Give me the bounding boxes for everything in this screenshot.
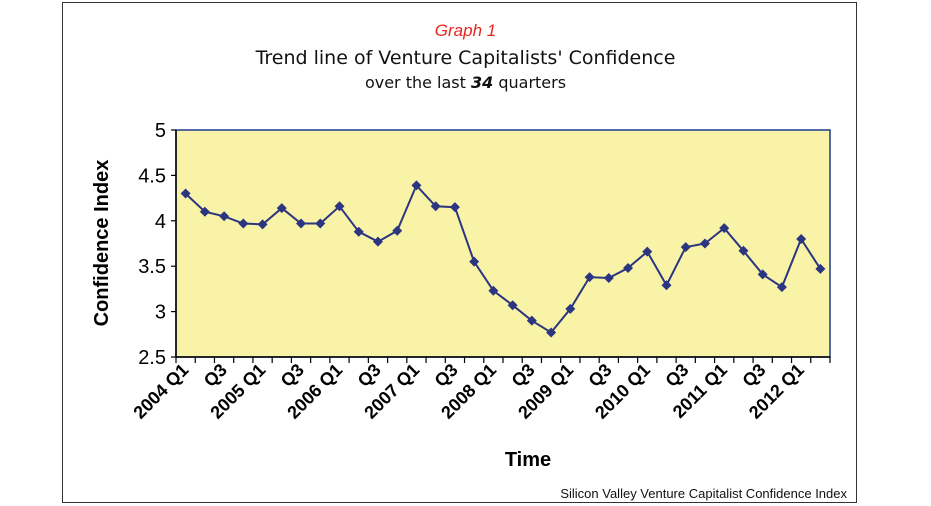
x-tick-label: Q3 (200, 360, 231, 391)
subtitle-suffix: quarters (493, 73, 567, 92)
data-point (488, 285, 499, 296)
x-tick-label: Q3 (431, 360, 462, 391)
x-axis-label: Time (505, 449, 551, 471)
data-point (526, 315, 537, 326)
y-tick-label: 2.5 (138, 347, 166, 369)
y-tick-label: 3.5 (138, 256, 166, 278)
data-point (680, 242, 691, 253)
source-credit: Silicon Valley Venture Capitalist Confid… (560, 486, 847, 501)
data-point (584, 272, 595, 283)
y-axis: 2.5 3 3.5 4 4.5 5 (138, 120, 177, 369)
data-point (334, 201, 345, 212)
subtitle-number: 34 (471, 73, 494, 92)
data-point (296, 218, 307, 229)
graph-label: Graph 1 (434, 21, 497, 40)
data-point (449, 202, 460, 213)
data-point (776, 282, 787, 293)
data-point (430, 201, 441, 212)
y-axis-label: Confidence Index (91, 160, 113, 327)
plot-area (175, 129, 831, 358)
data-point (661, 280, 672, 291)
x-tick-label: 2004 Q1 (129, 360, 192, 423)
data-point (507, 300, 518, 311)
chart-subtitle: over the last 34 quarters (0, 73, 931, 92)
data-point (738, 245, 749, 256)
data-point (757, 269, 768, 280)
data-point (392, 225, 403, 236)
y-tick-label: 3 (155, 302, 166, 324)
series-line (184, 183, 822, 334)
data-point (411, 180, 422, 191)
series-layer (180, 180, 826, 338)
data-point (315, 218, 326, 229)
data-point (353, 226, 364, 237)
data-point (815, 263, 826, 274)
x-tick-label: Q3 (661, 360, 692, 391)
data-point (796, 233, 807, 244)
data-point (199, 206, 210, 217)
data-point (603, 273, 614, 284)
data-point (699, 238, 710, 249)
data-point (546, 327, 557, 338)
data-point (642, 246, 653, 257)
y-tick-label: 5 (155, 120, 166, 142)
data-point (565, 303, 576, 314)
data-point (276, 203, 287, 214)
data-point (623, 263, 634, 274)
chart-title: Trend line of Venture Capitalists' Confi… (255, 47, 676, 69)
data-point (372, 236, 383, 247)
data-point (219, 211, 230, 222)
data-point (719, 223, 730, 234)
x-tick-label: Q3 (277, 360, 308, 391)
x-tick-label: Q3 (354, 360, 385, 391)
y-tick-label: 4 (155, 211, 166, 233)
y-tick-label: 4.5 (138, 165, 166, 187)
data-point (238, 218, 249, 229)
data-point (469, 256, 480, 267)
data-point (257, 219, 268, 230)
x-tick-label: Q3 (738, 360, 769, 391)
x-tick-label: Q3 (508, 360, 539, 391)
subtitle-prefix: over the last (364, 73, 471, 92)
x-tick-label: Q3 (584, 360, 615, 391)
data-point (180, 188, 191, 199)
